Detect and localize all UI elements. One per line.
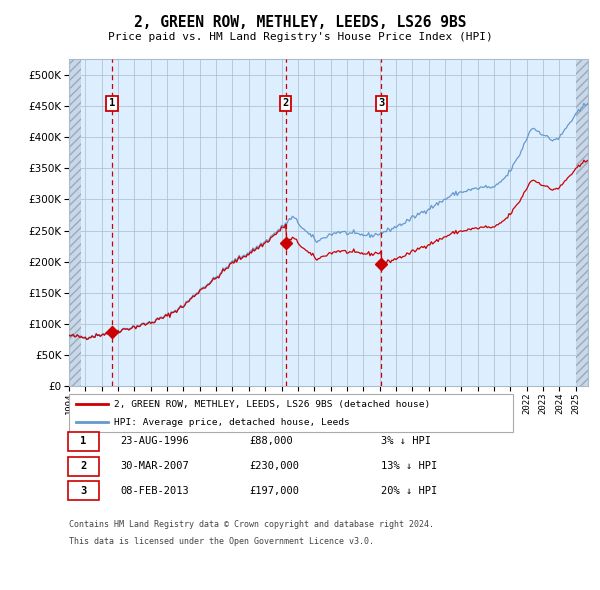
Bar: [576, 59, 588, 386]
Text: Contains HM Land Registry data © Crown copyright and database right 2024.: Contains HM Land Registry data © Crown c…: [69, 520, 434, 529]
Text: 2, GREEN ROW, METHLEY, LEEDS, LS26 9BS: 2, GREEN ROW, METHLEY, LEEDS, LS26 9BS: [134, 15, 466, 30]
Text: 23-AUG-1996: 23-AUG-1996: [120, 437, 189, 446]
Text: 3: 3: [80, 486, 86, 496]
Text: 20% ↓ HPI: 20% ↓ HPI: [381, 486, 437, 496]
Text: 30-MAR-2007: 30-MAR-2007: [120, 461, 189, 471]
Text: 3% ↓ HPI: 3% ↓ HPI: [381, 437, 431, 446]
Text: 3: 3: [378, 98, 385, 108]
Bar: [69, 59, 81, 386]
Text: Price paid vs. HM Land Registry's House Price Index (HPI): Price paid vs. HM Land Registry's House …: [107, 32, 493, 42]
Text: £230,000: £230,000: [249, 461, 299, 471]
Text: 1: 1: [109, 98, 115, 108]
Text: £197,000: £197,000: [249, 486, 299, 496]
Text: 08-FEB-2013: 08-FEB-2013: [120, 486, 189, 496]
Text: This data is licensed under the Open Government Licence v3.0.: This data is licensed under the Open Gov…: [69, 537, 374, 546]
Text: 1: 1: [80, 437, 86, 446]
Text: 2: 2: [283, 98, 289, 108]
Text: £88,000: £88,000: [249, 437, 293, 446]
Text: 13% ↓ HPI: 13% ↓ HPI: [381, 461, 437, 471]
Text: 2, GREEN ROW, METHLEY, LEEDS, LS26 9BS (detached house): 2, GREEN ROW, METHLEY, LEEDS, LS26 9BS (…: [114, 400, 430, 409]
Text: 2: 2: [80, 461, 86, 471]
Text: HPI: Average price, detached house, Leeds: HPI: Average price, detached house, Leed…: [114, 418, 350, 427]
